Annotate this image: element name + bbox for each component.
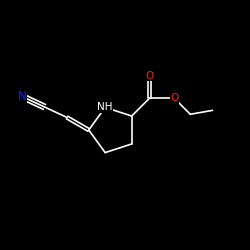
Text: O: O <box>145 71 154 81</box>
Text: O: O <box>170 93 178 103</box>
Text: N: N <box>18 90 26 103</box>
Text: NH: NH <box>98 102 113 113</box>
